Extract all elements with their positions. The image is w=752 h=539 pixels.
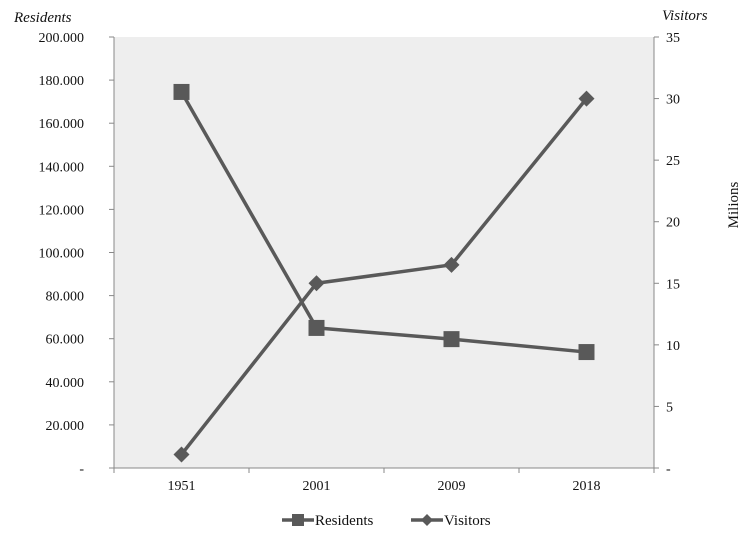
series-line-residents bbox=[179, 91, 587, 354]
point-visitors bbox=[308, 275, 325, 292]
x-tick-label: 2009 bbox=[438, 479, 466, 494]
legend-label-visitors: Visitors bbox=[444, 513, 491, 529]
plot-area bbox=[114, 37, 654, 468]
left-tick-label: 80.000 bbox=[46, 290, 85, 305]
right-tick-label: 25 bbox=[666, 154, 680, 169]
left-tick-label: 140.000 bbox=[39, 160, 85, 175]
left-tick-label: 120.000 bbox=[39, 203, 85, 218]
legend-marker-residents bbox=[292, 514, 304, 526]
legend-marker-visitors bbox=[421, 514, 433, 526]
point-residents bbox=[443, 331, 460, 348]
x-tick-label: 2018 bbox=[573, 479, 601, 494]
point-visitors bbox=[173, 446, 190, 463]
left-tick-label: 180.000 bbox=[39, 74, 85, 89]
series-line-visitors bbox=[180, 97, 588, 456]
right-tick-label: 5 bbox=[666, 400, 673, 415]
left-tick-label: 40.000 bbox=[46, 376, 85, 391]
left-tick-label: 200.000 bbox=[39, 31, 85, 46]
right-tick-label: 35 bbox=[666, 31, 680, 46]
left-tick-label: - bbox=[79, 462, 84, 477]
legend-label-residents: Residents bbox=[315, 513, 373, 529]
left-axis: - 20.000 40.000 60.000 80.000 100.000 120.000 1… bbox=[39, 31, 115, 477]
left-tick-label: 160.000 bbox=[39, 117, 85, 132]
point-residents bbox=[173, 83, 190, 100]
point-visitors bbox=[443, 256, 460, 273]
right-tick-label: - bbox=[666, 462, 671, 477]
legend: Residents Visitors bbox=[282, 513, 491, 529]
point-residents bbox=[308, 319, 325, 336]
point-residents bbox=[578, 344, 595, 361]
right-tick-label: 10 bbox=[666, 339, 680, 354]
left-tick-label: 100.000 bbox=[39, 247, 85, 262]
x-tick-label: 1951 bbox=[168, 479, 196, 494]
x-tick-label: 2001 bbox=[303, 479, 331, 494]
series-group bbox=[173, 83, 595, 463]
right-tick-label: 30 bbox=[666, 93, 680, 108]
left-axis-title: Residents bbox=[13, 10, 72, 26]
right-tick-label: 15 bbox=[666, 277, 680, 292]
point-visitors bbox=[578, 90, 595, 107]
right-axis-title: Visitors bbox=[662, 8, 708, 24]
left-tick-label: 20.000 bbox=[46, 419, 85, 434]
right-tick-label: 20 bbox=[666, 216, 680, 231]
right-axis: - 5 10 15 20 25 30 35 bbox=[653, 31, 680, 477]
x-axis: 1951 2001 2009 2018 bbox=[113, 467, 655, 494]
right-axis-label: Milions bbox=[726, 182, 742, 229]
left-tick-label: 60.000 bbox=[46, 333, 85, 348]
